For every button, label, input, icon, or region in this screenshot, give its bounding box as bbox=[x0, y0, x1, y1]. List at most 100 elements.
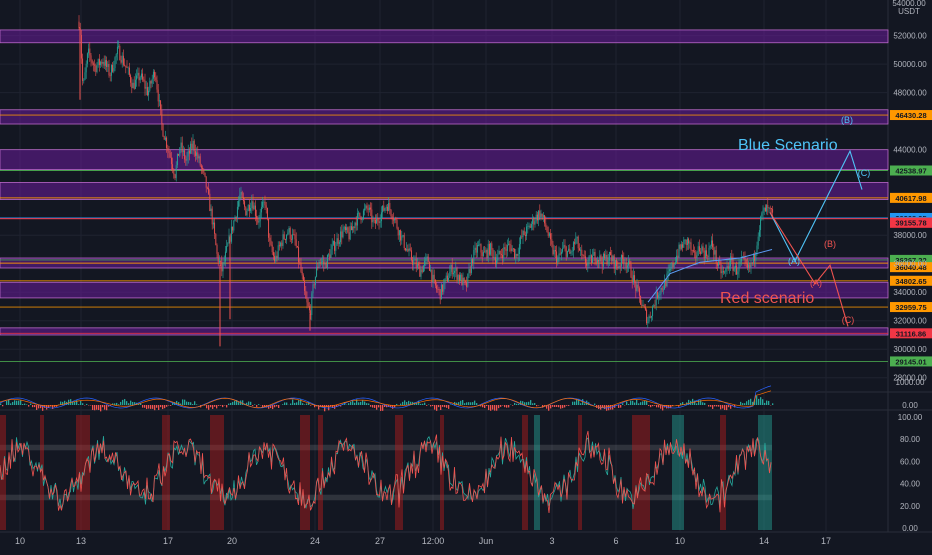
candle-body bbox=[754, 255, 755, 261]
candle-body bbox=[279, 245, 280, 246]
candle-body bbox=[391, 210, 392, 216]
macd-histogram-bar bbox=[124, 399, 125, 405]
candle-body bbox=[569, 249, 570, 254]
candle-body bbox=[379, 222, 380, 223]
candle-body bbox=[634, 275, 635, 282]
candle-body bbox=[745, 258, 746, 260]
candle-body bbox=[281, 243, 282, 246]
macd-histogram-bar bbox=[756, 396, 757, 405]
macd-histogram-bar bbox=[186, 402, 187, 405]
candle-body bbox=[335, 246, 336, 251]
macd-histogram-bar bbox=[206, 405, 207, 408]
macd-histogram-bar bbox=[154, 405, 155, 410]
candle-body bbox=[665, 280, 666, 286]
candle-body bbox=[106, 60, 107, 67]
candle-body bbox=[322, 261, 323, 262]
candle-body bbox=[517, 254, 518, 256]
candle-body bbox=[469, 269, 470, 274]
macd-histogram-bar bbox=[254, 404, 255, 405]
candle-body bbox=[721, 264, 722, 273]
candle-body bbox=[701, 246, 702, 253]
level-label: 31116.86 bbox=[896, 329, 926, 338]
macd-histogram-bar bbox=[160, 405, 161, 407]
macd-histogram-bar bbox=[556, 405, 557, 407]
candle-body bbox=[129, 68, 130, 75]
y-tick-label: 48000.00 bbox=[893, 89, 927, 98]
candle-body bbox=[674, 264, 675, 267]
candle-body bbox=[640, 296, 641, 305]
macd-histogram-bar bbox=[650, 405, 651, 407]
macd-histogram-bar bbox=[462, 400, 463, 405]
candle-body bbox=[289, 228, 290, 233]
candle-body bbox=[557, 258, 558, 263]
candle-body bbox=[638, 285, 639, 289]
candle-body bbox=[139, 73, 140, 80]
candle-body bbox=[317, 267, 318, 268]
macd-histogram-bar bbox=[68, 400, 69, 405]
candle-body bbox=[550, 233, 551, 239]
macd-histogram-bar bbox=[32, 405, 33, 407]
macd-histogram-bar bbox=[256, 405, 257, 407]
candle-body bbox=[262, 202, 263, 207]
candle-body bbox=[356, 223, 357, 226]
candle-body bbox=[639, 288, 640, 296]
candle-body bbox=[647, 322, 648, 323]
candle-body bbox=[302, 272, 303, 276]
macd-histogram-bar bbox=[580, 403, 581, 405]
candle-body bbox=[375, 220, 376, 224]
candle-body bbox=[167, 148, 168, 151]
candle-body bbox=[658, 295, 659, 298]
candle-body bbox=[561, 252, 562, 254]
candle-body bbox=[428, 257, 429, 262]
macd-histogram-bar bbox=[652, 405, 653, 406]
candle-body bbox=[518, 254, 519, 256]
rsi-y-tick-label: 40.00 bbox=[900, 480, 921, 489]
macd-histogram-bar bbox=[216, 405, 217, 408]
candle-body bbox=[466, 282, 467, 287]
candle-body bbox=[645, 307, 646, 310]
macd-histogram-bar bbox=[18, 401, 19, 405]
candle-body bbox=[442, 284, 443, 291]
candle-body bbox=[410, 248, 411, 250]
candle-body bbox=[333, 241, 334, 245]
macd-histogram-bar bbox=[758, 399, 759, 405]
macd-histogram-bar bbox=[150, 405, 151, 409]
candle-body bbox=[508, 244, 509, 245]
candle-body bbox=[431, 270, 432, 282]
candle-body bbox=[394, 219, 395, 221]
candle-body bbox=[566, 247, 567, 257]
y-tick-label: 36000.00 bbox=[893, 260, 927, 269]
candle-body bbox=[531, 224, 532, 228]
candle-body bbox=[497, 255, 498, 261]
candle-body bbox=[539, 211, 540, 217]
macd-histogram-bar bbox=[238, 402, 239, 405]
candle-body bbox=[251, 201, 252, 208]
macd-histogram-bar bbox=[560, 405, 561, 409]
candle-body bbox=[591, 255, 592, 263]
candle-body bbox=[526, 226, 527, 236]
candle-body bbox=[247, 211, 248, 215]
candle-body bbox=[577, 237, 578, 238]
candle-body bbox=[499, 251, 500, 255]
macd-histogram-bar bbox=[122, 400, 123, 405]
macd-histogram-bar bbox=[432, 405, 433, 406]
macd-histogram-bar bbox=[656, 405, 657, 407]
macd-histogram-bar bbox=[566, 405, 567, 406]
macd-histogram-bar bbox=[472, 402, 473, 405]
candle-body bbox=[195, 151, 196, 156]
macd-histogram-bar bbox=[426, 405, 427, 406]
candle-body bbox=[477, 245, 478, 253]
x-tick-label: 17 bbox=[821, 536, 831, 546]
candle-body bbox=[283, 234, 284, 246]
y-tick-label: 50000.00 bbox=[893, 60, 927, 69]
macd-histogram-bar bbox=[158, 405, 159, 410]
candle-body bbox=[747, 264, 748, 268]
candle-body bbox=[695, 252, 696, 258]
macd-histogram-bar bbox=[118, 404, 119, 405]
candle-body bbox=[118, 46, 119, 47]
candle-body bbox=[203, 169, 204, 173]
candle-body bbox=[109, 64, 110, 75]
candle-body bbox=[424, 261, 425, 266]
